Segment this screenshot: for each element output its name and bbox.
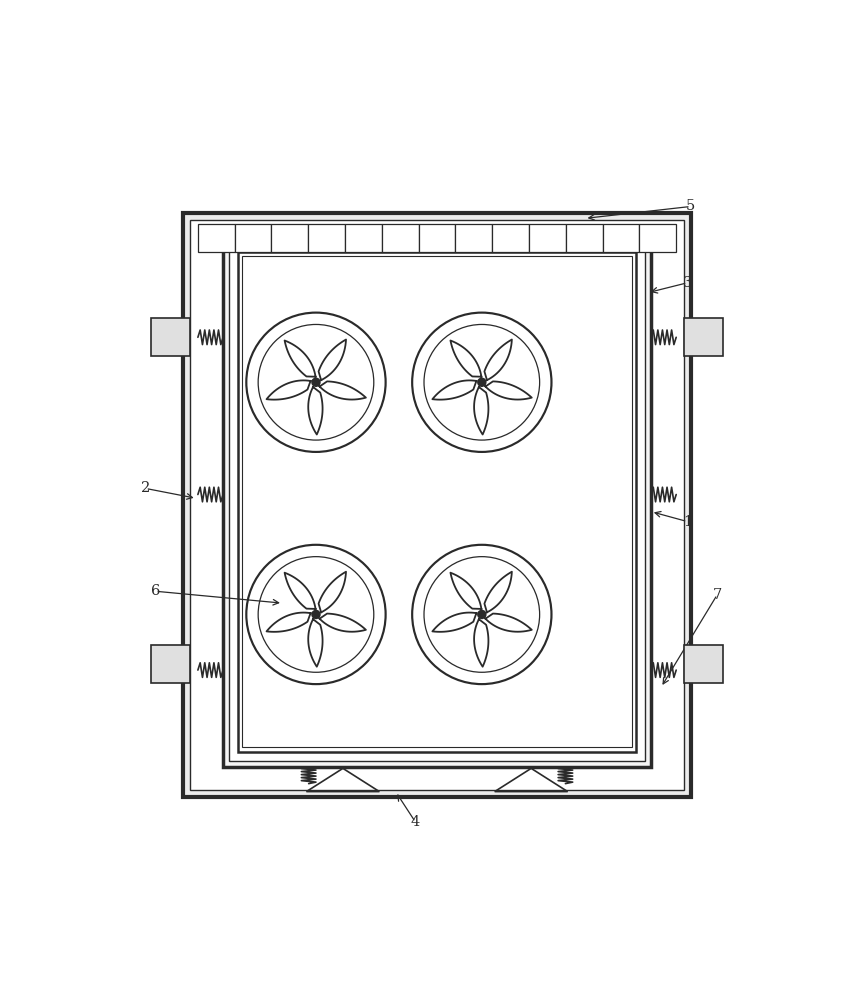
Bar <box>455 224 492 252</box>
Text: 5: 5 <box>687 199 695 213</box>
Text: 1: 1 <box>683 515 692 529</box>
Bar <box>235 224 271 252</box>
Text: 2: 2 <box>141 481 150 495</box>
Text: 7: 7 <box>713 588 722 602</box>
Bar <box>152 645 190 683</box>
Text: 6: 6 <box>151 584 160 598</box>
Bar <box>684 318 722 356</box>
Bar <box>529 224 566 252</box>
Text: 3: 3 <box>683 276 693 290</box>
Text: 4: 4 <box>411 815 420 829</box>
Bar <box>229 249 645 761</box>
Circle shape <box>312 611 320 618</box>
Bar <box>684 645 722 683</box>
Bar <box>419 224 455 252</box>
Bar <box>639 224 676 252</box>
Bar <box>382 224 419 252</box>
Bar <box>183 213 691 797</box>
Bar <box>271 224 308 252</box>
Bar <box>152 318 190 356</box>
Bar <box>190 220 684 790</box>
Bar <box>603 224 639 252</box>
Bar <box>492 224 529 252</box>
Bar <box>242 256 632 747</box>
Bar <box>198 224 235 252</box>
Bar <box>238 252 636 752</box>
Circle shape <box>478 611 485 618</box>
Bar <box>345 224 382 252</box>
Bar <box>566 224 603 252</box>
Bar <box>308 224 345 252</box>
Circle shape <box>478 378 485 386</box>
Circle shape <box>312 378 320 386</box>
Bar <box>223 243 651 767</box>
